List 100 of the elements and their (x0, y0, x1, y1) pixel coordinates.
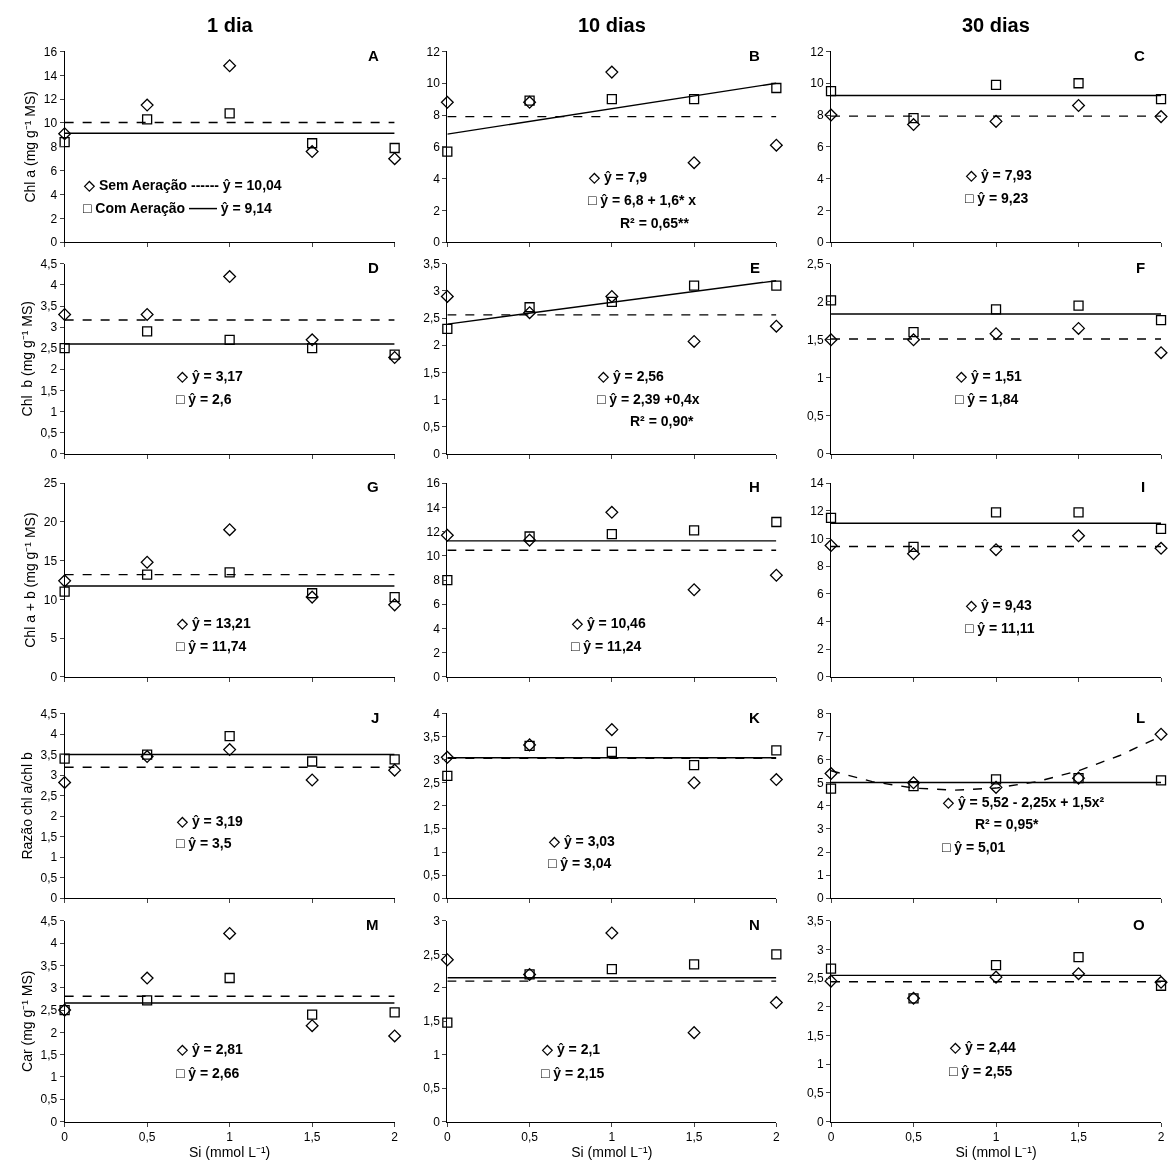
y-tick-label: 1,5 (423, 1014, 441, 1029)
y-tick-label: 0,5 (40, 870, 58, 885)
y-tick-label: 0 (816, 235, 824, 250)
point (688, 760, 700, 771)
point (223, 59, 237, 73)
annotation: R² = 0,65** (620, 215, 690, 231)
point (524, 531, 535, 542)
annotation: L (1136, 709, 1146, 726)
point (606, 93, 617, 105)
y-tick-label: 0,5 (423, 868, 441, 883)
annotation: K (749, 709, 760, 726)
y-tick-label: 8 (816, 706, 824, 721)
point (688, 280, 700, 291)
point (907, 776, 921, 790)
x-tick-label: 0,5 (138, 1129, 156, 1144)
point (990, 79, 1002, 90)
point (771, 82, 782, 94)
y-tick-label: 4,5 (40, 914, 58, 929)
point (440, 953, 454, 967)
y-tick-label: 1 (50, 1070, 58, 1085)
point (140, 750, 154, 764)
chart-title: 10 dias (578, 14, 646, 36)
point (388, 350, 402, 364)
y-tick-label: 1 (50, 404, 58, 419)
y-tick-label: 4,5 (40, 257, 58, 272)
point (606, 963, 617, 975)
point (442, 323, 453, 335)
y-tick-label: 0 (433, 1114, 441, 1129)
point (224, 108, 235, 119)
point (908, 113, 919, 124)
annotation: □ ŷ = 2,55 (949, 1063, 1013, 1079)
y-tick-label: 4 (50, 278, 58, 293)
y-tick-label: 12 (426, 44, 441, 59)
y-tick-label: 0,5 (40, 425, 58, 440)
y-tick-label: 8 (816, 108, 824, 123)
point (605, 926, 619, 940)
y-tick-label: 25 (43, 476, 58, 491)
annotation: I (1141, 478, 1146, 495)
y-tick-label: 14 (43, 68, 58, 83)
y-tick-label: 8 (50, 140, 58, 155)
y-tick-label: 2 (433, 981, 441, 996)
y-tick-label: 3 (433, 752, 441, 767)
y-tick-label: 2 (433, 799, 441, 814)
y-tick-label: 6 (816, 587, 824, 602)
point (687, 1026, 701, 1040)
point (223, 926, 237, 940)
point (305, 1019, 319, 1033)
x-tick-label: 0 (61, 1129, 69, 1144)
point (306, 343, 318, 354)
y-tick-label: 1 (433, 845, 441, 860)
y-tick-label: 2,5 (423, 311, 441, 326)
x-tick-label: 1 (608, 1129, 616, 1144)
annotation: □ ŷ = 3,5 (176, 835, 232, 851)
point (58, 127, 72, 141)
point (389, 591, 400, 603)
point (1155, 93, 1167, 105)
point (687, 583, 701, 597)
point (388, 1029, 402, 1043)
y-tick-label: 2 (816, 845, 824, 860)
y-tick-label: 3 (50, 320, 58, 335)
point (389, 1007, 400, 1018)
point (223, 743, 237, 757)
y-tick-label: 3,5 (40, 747, 58, 762)
point (824, 108, 838, 122)
point (223, 523, 237, 537)
annotation: M (366, 916, 379, 933)
x-axis-title: Si (mmol L⁻¹) (955, 1143, 1037, 1160)
annotation: □ ŷ = 2,15 (541, 1065, 605, 1081)
point (1073, 507, 1084, 518)
point (389, 349, 400, 360)
y-tick-label: 0,5 (423, 1081, 441, 1096)
y-tick-label: 4 (816, 171, 824, 186)
annotation: ◇ ŷ = 3,19 (176, 813, 244, 829)
annotation: ◇ ŷ = 7,93 (965, 167, 1033, 183)
y-tick-label: 0 (50, 670, 58, 685)
annotation: ◇ ŷ = 3,03 (548, 833, 616, 849)
y-tick-label: 14 (426, 500, 441, 515)
x-tick-label: 2 (391, 1129, 399, 1144)
point (771, 280, 782, 291)
y-tick-label: 3 (816, 942, 824, 957)
x-tick-label: 0,5 (521, 1129, 539, 1144)
point (908, 327, 919, 338)
point (1073, 300, 1084, 311)
point (990, 507, 1002, 518)
point (605, 65, 619, 79)
point (605, 505, 619, 519)
point (1154, 727, 1168, 741)
point (389, 142, 400, 154)
y-tick-label: 1 (433, 1047, 441, 1062)
point (688, 93, 700, 105)
point (825, 86, 837, 97)
y-tick-label: 0,5 (806, 408, 824, 423)
point (825, 783, 837, 794)
point (58, 307, 72, 321)
y-tick-label: 2,5 (806, 971, 824, 986)
y-tick-label: 6 (433, 597, 441, 612)
point (771, 516, 782, 528)
annotation: ◇ ŷ = 13,21 (176, 615, 251, 631)
point (825, 512, 837, 523)
point (440, 528, 454, 542)
